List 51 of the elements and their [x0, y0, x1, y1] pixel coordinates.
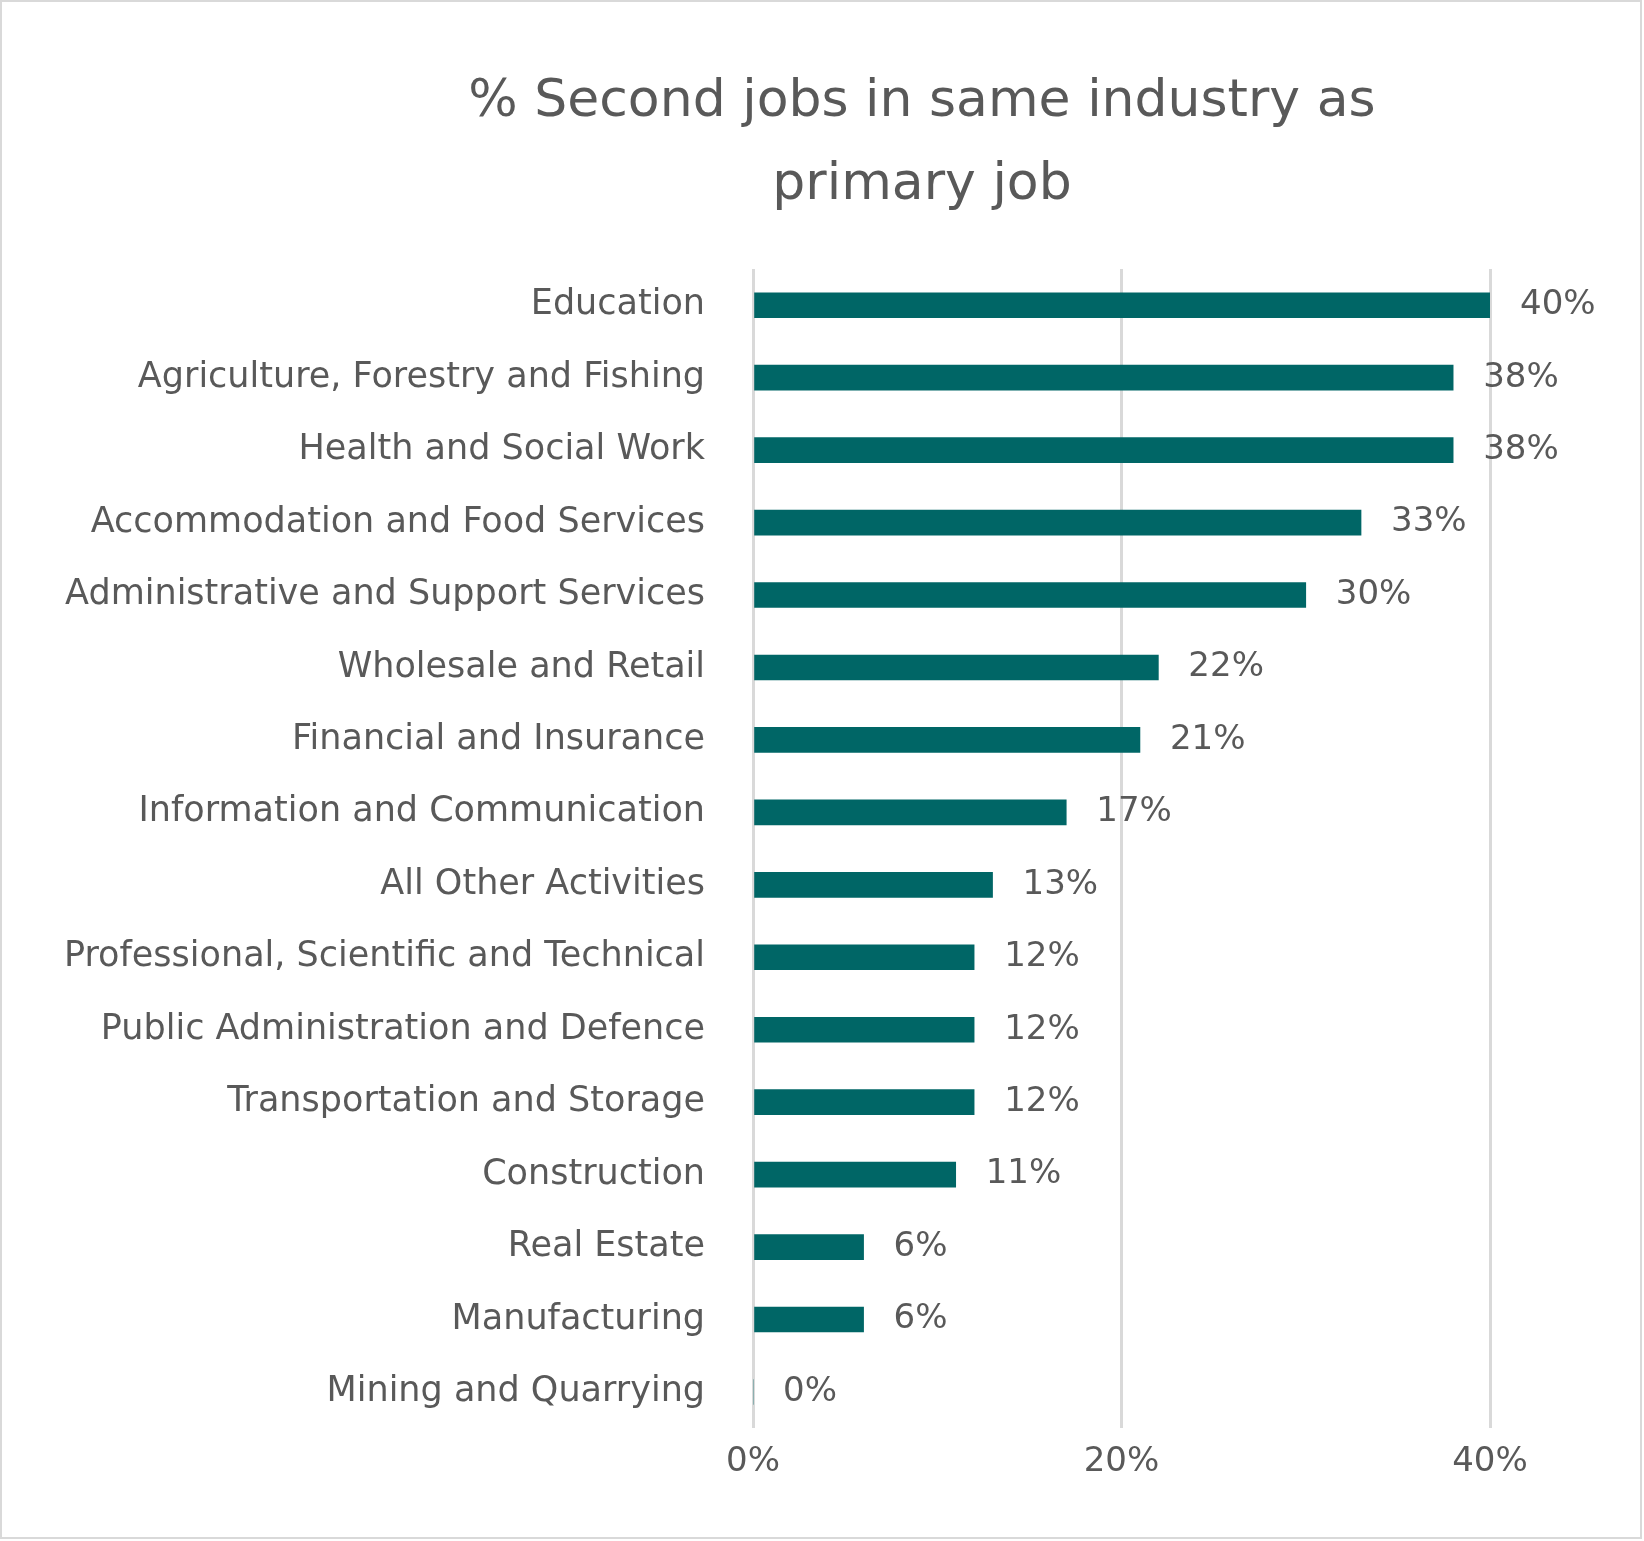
- data-label: 22%: [1188, 644, 1264, 685]
- data-label: 12%: [1004, 934, 1080, 975]
- data-label: 17%: [1096, 789, 1172, 830]
- data-label: 38%: [1483, 354, 1559, 395]
- y-tick-label: Public Administration and Defence: [100, 1006, 706, 1047]
- data-label: 33%: [1391, 499, 1467, 540]
- bar: [754, 727, 1141, 753]
- bar: [754, 582, 1307, 608]
- y-tick-label: Wholesale and Retail: [337, 644, 706, 685]
- bar: [754, 1016, 975, 1043]
- x-tick-label: 20%: [1083, 1439, 1160, 1480]
- bar: [754, 292, 1490, 319]
- y-tick-label: Transportation and Storage: [226, 1079, 706, 1120]
- y-tick-label: Agriculture, Forestry and Fishing: [137, 354, 706, 395]
- data-label: 12%: [1004, 1079, 1080, 1119]
- y-tick-label: Real Estate: [507, 1224, 706, 1265]
- y-tick-label: Professional, Scientific and Technical: [63, 934, 706, 975]
- bar: [754, 437, 1454, 463]
- x-tick-label: 40%: [1452, 1439, 1528, 1480]
- y-tick-label: Administrative and Support Services: [65, 572, 706, 613]
- bar: [754, 872, 993, 898]
- data-label: 6%: [893, 1296, 948, 1337]
- bar: [754, 1089, 975, 1116]
- y-tick-label: Manufacturing: [451, 1296, 706, 1337]
- bar: [754, 364, 1454, 391]
- data-label: 38%: [1483, 426, 1559, 467]
- data-label: 40%: [1520, 282, 1596, 323]
- y-tick-label: Mining and Quarrying: [326, 1369, 706, 1410]
- bar: [754, 799, 1067, 826]
- data-label: 11%: [985, 1151, 1062, 1192]
- data-label: 6%: [893, 1223, 948, 1264]
- y-tick-label: Construction: [482, 1151, 706, 1192]
- bar: [754, 509, 1362, 536]
- x-tick-label: 0%: [726, 1439, 781, 1480]
- bar: [754, 1161, 957, 1188]
- y-tick-label: All Other Activities: [380, 861, 706, 902]
- data-label: 13%: [1022, 861, 1099, 902]
- y-tick-label: Education: [530, 282, 706, 323]
- bar: [754, 1234, 864, 1260]
- y-tick-label: Accommodation and Food Services: [90, 499, 706, 540]
- data-label: 0%: [783, 1368, 837, 1409]
- y-tick-label: Information and Communication: [138, 789, 706, 830]
- data-label: 30%: [1335, 571, 1412, 612]
- data-label: 12%: [1004, 1006, 1080, 1047]
- chart-title: % Second jobs in same industry as primary job: [467, 67, 1377, 214]
- y-tick-label: Health and Social Work: [298, 427, 706, 468]
- bar: [754, 1306, 864, 1333]
- data-label: 21%: [1169, 716, 1246, 757]
- bar: [754, 654, 1159, 681]
- bar: [754, 944, 975, 971]
- y-tick-label: Financial and Insurance: [291, 717, 706, 758]
